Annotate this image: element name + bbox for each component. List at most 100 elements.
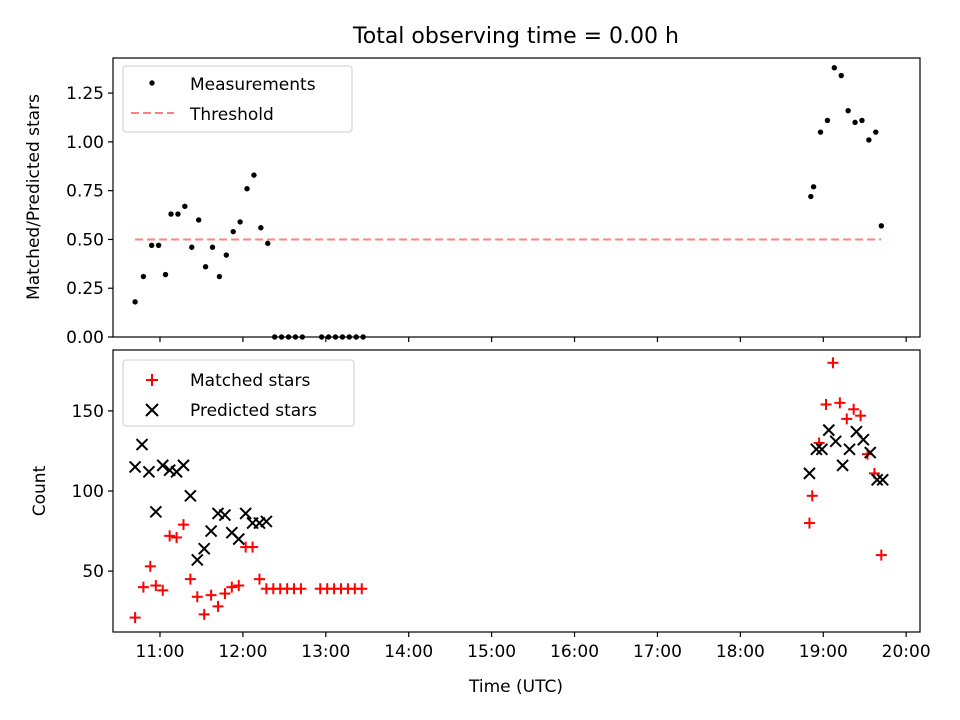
matched-star-point [205, 589, 217, 601]
predicted-star-point [135, 438, 149, 451]
predicted-star-point [156, 459, 169, 472]
legend-predicted-marker [145, 403, 159, 417]
x-tick-label: 17:00 [633, 642, 682, 662]
measurement-point [237, 219, 243, 225]
matched-star-point [171, 531, 183, 543]
matched-star-point [177, 519, 189, 531]
x-tick-label: 11:00 [135, 642, 184, 662]
measurement-point [251, 172, 257, 178]
chart-title: Total observing time = 0.00 h [352, 24, 679, 49]
matched-star-point [855, 410, 867, 422]
matched-star-point [144, 560, 156, 572]
measurement-point [216, 273, 223, 280]
legend-threshold-label: Threshold [189, 105, 274, 125]
matched-star-point [226, 581, 238, 593]
x-tick-label: 18:00 [716, 642, 765, 662]
legend-measurements-marker [149, 80, 155, 86]
measurement-point [244, 186, 250, 192]
matched-star-point [198, 608, 210, 620]
x-tick-label: 15:00 [467, 642, 516, 662]
predicted-star-point [836, 459, 849, 472]
measurement-point [859, 117, 865, 124]
measurement-point [873, 129, 879, 135]
bottom-plot-area: 50 100 150 11:00 12:00 13:00 14:00 15:00 16:00 17… [72, 357, 931, 662]
predicted-star-point [876, 473, 889, 486]
matched-star-point [184, 573, 196, 585]
predicted-star-point [149, 505, 163, 519]
matched-star-point [233, 580, 245, 592]
y-tick-label: 50 [82, 562, 104, 582]
y-tick-label: 100 [72, 482, 104, 502]
x-axis-label: Time (UTC) [468, 677, 563, 697]
predicted-star-point [260, 515, 273, 528]
matched-star-point [137, 581, 149, 593]
measurement-point [195, 217, 202, 223]
x-tick-label: 16:00 [550, 642, 599, 662]
measurement-point [202, 264, 209, 270]
measurement-point [230, 228, 236, 235]
y-tick-label: 1.00 [66, 133, 104, 153]
top-panel: 0.00 0.25 0.50 0.75 1.00 1.25 Matched/Predict… [24, 57, 921, 348]
measurement-point [162, 271, 169, 278]
legend-predicted-label: Predicted stars [190, 401, 317, 421]
predicted-star-point [857, 433, 870, 446]
predicted-star-point [239, 507, 252, 520]
predicted-star-point [197, 542, 211, 555]
y-tick-label: 0.00 [66, 328, 104, 348]
measurement-point [148, 242, 155, 249]
measurement-point [223, 252, 230, 258]
x-tick-label: 12:00 [218, 642, 267, 662]
legend-matched-label: Matched stars [190, 371, 310, 391]
predicted-star-point [177, 459, 190, 472]
top-legend: Measurements Threshold [122, 65, 353, 133]
predicted-star-point [829, 435, 842, 448]
matched-star-point [848, 403, 860, 415]
y-tick-label: 0.75 [66, 182, 104, 202]
y-tick-label: 0.50 [66, 230, 104, 250]
measurement-point [209, 244, 216, 250]
legend-measurements-label: Measurements [190, 75, 316, 95]
measurement-point [168, 211, 174, 217]
measurement-point [838, 72, 844, 79]
predicted-star-point [810, 443, 823, 456]
measurement-point [175, 211, 181, 217]
measurement-point [878, 223, 885, 229]
predicted-star-point [128, 460, 142, 474]
bottom-legend-box [122, 359, 355, 427]
matched-star-point [820, 398, 832, 410]
matched-star-point [295, 583, 307, 595]
measurement-point [824, 117, 831, 124]
matched-star-point [247, 541, 259, 553]
matched-star-point [834, 397, 846, 409]
predicted-star-point [864, 446, 877, 459]
measurement-point [155, 242, 162, 249]
matched-star-point [253, 573, 265, 585]
x-tick-label: 20:00 [882, 642, 931, 662]
top-legend-box [122, 65, 353, 133]
matched-star-point [219, 588, 231, 600]
bottom-legend: Matched stars Predicted stars [122, 359, 355, 427]
matched-star-point [212, 600, 224, 612]
matched-star-point [157, 584, 169, 596]
legend-matched-marker [146, 374, 158, 386]
bottom-panel: 50 100 150 11:00 12:00 13:00 14:00 15:00 16:00 17… [30, 349, 931, 697]
measurement-point [810, 184, 817, 190]
predicted-star-point [232, 532, 245, 546]
predicted-star-point [191, 553, 204, 567]
measurement-point [265, 240, 271, 247]
measurement-point [258, 225, 264, 231]
measurement-point [852, 119, 858, 126]
matched-star-point [150, 580, 162, 592]
measurement-point [831, 65, 838, 71]
y-tick-label: 1.25 [66, 84, 104, 104]
predicted-star-point [204, 524, 218, 538]
predicted-star-point [870, 473, 884, 486]
x-tick-label: 13:00 [301, 642, 350, 662]
matched-star-point [875, 549, 887, 561]
x-tick-label: 19:00 [799, 642, 848, 662]
matched-star-point [164, 530, 176, 542]
measurement-point [817, 129, 824, 135]
matched-star-point [129, 612, 141, 624]
matched-star-point [841, 413, 853, 425]
